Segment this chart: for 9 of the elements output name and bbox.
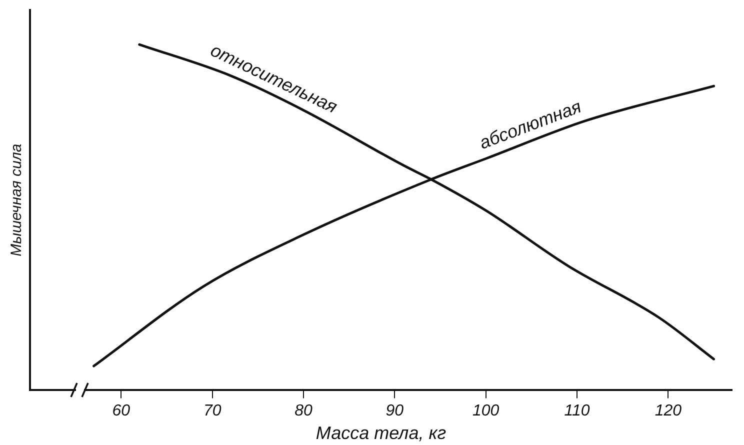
x-tick-label: 90: [386, 402, 404, 420]
x-tick-label: 60: [112, 402, 130, 420]
x-tick-label: 120: [654, 402, 682, 420]
x-tick-label: 110: [564, 402, 590, 420]
x-axis-title: Масса тела, кг: [316, 423, 446, 444]
x-tick-label: 80: [294, 402, 313, 420]
x-tick-label: 100: [472, 402, 500, 420]
x-tick-label: 70: [203, 402, 222, 420]
y-axis-title: Мышечная сила: [8, 144, 26, 256]
